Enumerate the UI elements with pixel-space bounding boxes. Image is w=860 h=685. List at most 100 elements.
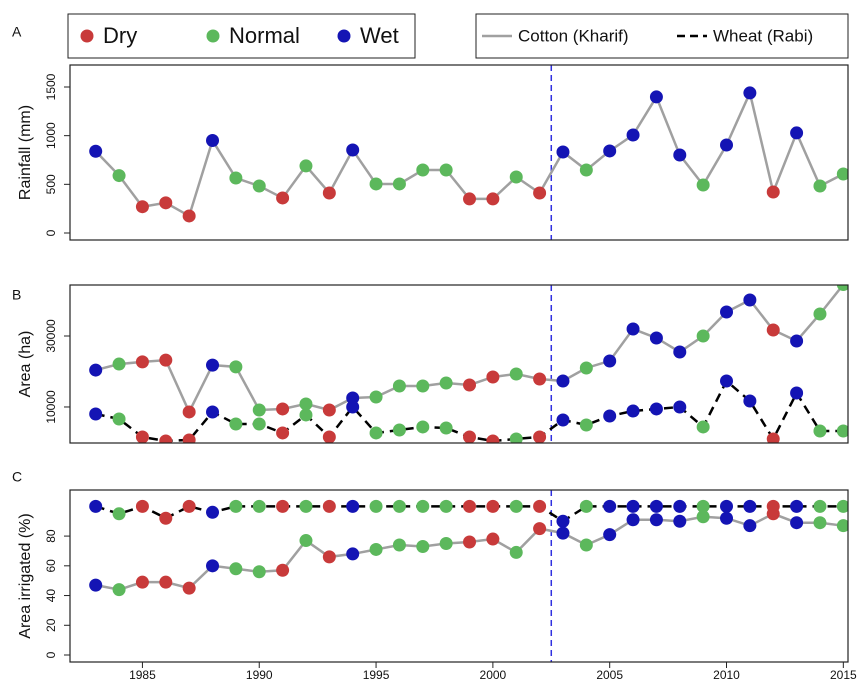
y-tick-label: 40 bbox=[44, 589, 58, 603]
data-point bbox=[463, 499, 477, 513]
data-point bbox=[533, 522, 547, 536]
data-point bbox=[696, 329, 710, 343]
data-point bbox=[182, 209, 196, 223]
data-point bbox=[322, 403, 336, 417]
y-tick-label: 10000 bbox=[44, 390, 58, 424]
data-point bbox=[696, 510, 710, 524]
data-point bbox=[766, 499, 780, 513]
data-point bbox=[603, 528, 617, 542]
data-point bbox=[836, 519, 848, 533]
data-point bbox=[579, 418, 593, 432]
data-point bbox=[836, 167, 848, 181]
panel-frame bbox=[69, 489, 849, 663]
data-point bbox=[112, 412, 126, 426]
data-point bbox=[533, 186, 547, 200]
data-point bbox=[276, 499, 290, 513]
data-point bbox=[579, 499, 593, 513]
data-point bbox=[509, 545, 523, 559]
data-point bbox=[369, 542, 383, 556]
legend-label: Wheat (Rabi) bbox=[713, 26, 813, 45]
plot-area bbox=[89, 65, 848, 240]
data-point bbox=[836, 499, 848, 513]
legend-marker bbox=[206, 29, 220, 43]
data-point bbox=[556, 413, 570, 427]
data-point bbox=[89, 578, 103, 592]
x-tick-label: 2010 bbox=[713, 668, 740, 682]
data-point bbox=[206, 405, 220, 419]
data-point bbox=[556, 526, 570, 540]
data-point bbox=[135, 200, 149, 214]
data-point bbox=[766, 185, 780, 199]
data-point bbox=[720, 305, 734, 319]
data-point bbox=[346, 143, 360, 157]
point-legend-box bbox=[67, 13, 416, 59]
data-point bbox=[229, 171, 243, 185]
data-point bbox=[790, 126, 804, 140]
data-point bbox=[790, 334, 804, 348]
data-point bbox=[743, 519, 757, 533]
data-point bbox=[322, 550, 336, 564]
data-point bbox=[556, 145, 570, 159]
data-point bbox=[206, 358, 220, 372]
data-point bbox=[89, 144, 103, 158]
legend-label: Dry bbox=[103, 23, 137, 48]
data-point bbox=[463, 535, 477, 549]
data-point bbox=[159, 511, 173, 525]
data-point bbox=[135, 355, 149, 369]
data-point bbox=[392, 423, 406, 437]
data-point bbox=[299, 499, 313, 513]
data-point bbox=[416, 499, 430, 513]
data-point bbox=[369, 390, 383, 404]
data-point bbox=[182, 581, 196, 595]
data-point bbox=[813, 516, 827, 530]
panel-frame bbox=[69, 284, 849, 444]
data-point bbox=[112, 583, 126, 597]
x-tick-label: 2015 bbox=[830, 668, 857, 682]
data-point bbox=[206, 505, 220, 519]
data-point bbox=[696, 499, 710, 513]
data-point bbox=[159, 196, 173, 210]
data-point bbox=[112, 169, 126, 183]
data-point bbox=[392, 379, 406, 393]
data-point bbox=[486, 370, 500, 384]
data-point bbox=[649, 90, 663, 104]
data-point bbox=[813, 307, 827, 321]
data-point bbox=[229, 562, 243, 576]
data-point bbox=[626, 499, 640, 513]
y-tick-label: 0 bbox=[44, 651, 58, 658]
data-point bbox=[159, 575, 173, 589]
data-point bbox=[509, 367, 523, 381]
data-point bbox=[229, 499, 243, 513]
panel-label: A bbox=[12, 24, 22, 40]
data-point bbox=[603, 144, 617, 158]
x-tick-label: 2000 bbox=[480, 668, 507, 682]
data-point bbox=[252, 179, 266, 193]
legend-label: Wet bbox=[360, 23, 399, 48]
panel-frame bbox=[69, 64, 849, 241]
x-tick-label: 1985 bbox=[129, 668, 156, 682]
data-point bbox=[649, 331, 663, 345]
data-point bbox=[790, 516, 804, 530]
data-point bbox=[346, 547, 360, 561]
data-point bbox=[486, 192, 500, 206]
data-point bbox=[346, 391, 360, 405]
data-point bbox=[463, 192, 477, 206]
data-point bbox=[463, 378, 477, 392]
y-tick-label: 60 bbox=[44, 559, 58, 573]
data-point bbox=[299, 534, 313, 548]
y-tick-label: 500 bbox=[44, 174, 58, 194]
plot-area bbox=[89, 285, 848, 443]
data-point bbox=[720, 511, 734, 525]
data-point bbox=[276, 426, 290, 440]
data-point bbox=[720, 374, 734, 388]
data-point bbox=[556, 374, 570, 388]
y-tick-label: 20 bbox=[44, 618, 58, 632]
data-point bbox=[509, 499, 523, 513]
data-point bbox=[299, 159, 313, 173]
data-point bbox=[112, 357, 126, 371]
data-point bbox=[836, 285, 848, 292]
data-point bbox=[369, 499, 383, 513]
data-point bbox=[603, 499, 617, 513]
data-point bbox=[252, 499, 266, 513]
